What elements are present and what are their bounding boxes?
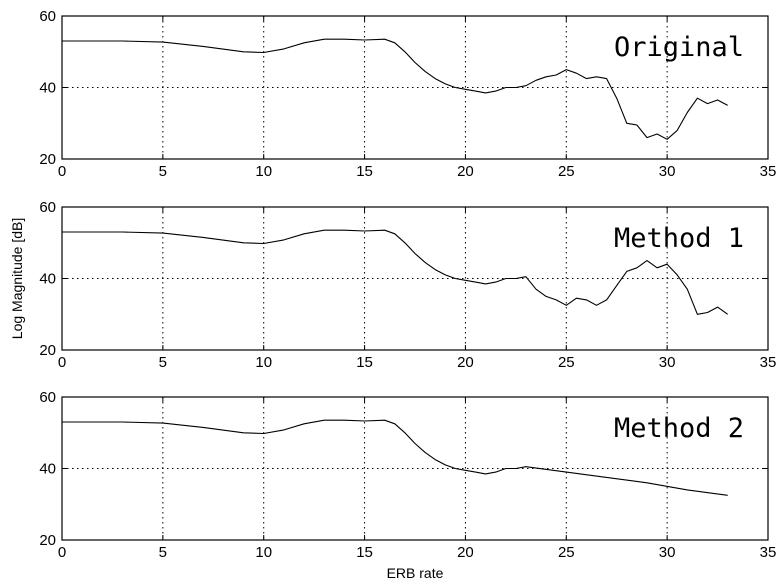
- y-tick-label: 20: [39, 532, 56, 549]
- y-tick-label: 60: [39, 8, 56, 25]
- plot-frame: [61, 15, 769, 160]
- x-tick-label: 25: [558, 163, 575, 180]
- x-tick-label: 10: [255, 163, 272, 180]
- y-tick-label: 60: [39, 199, 56, 216]
- x-tick-label: 10: [255, 544, 272, 561]
- x-tick-label: 30: [659, 163, 676, 180]
- series-line: [62, 419, 728, 496]
- x-tick-label: 20: [457, 163, 474, 180]
- y-tick-label: 20: [39, 151, 56, 168]
- x-tick-label: 25: [558, 354, 575, 371]
- series-line: [62, 38, 728, 140]
- y-tick-label: 40: [39, 271, 56, 288]
- x-tick-label: 10: [255, 354, 272, 371]
- x-tick-label: 15: [356, 544, 373, 561]
- x-tick-label: 5: [159, 163, 167, 180]
- panel-title: Method 1: [614, 223, 744, 254]
- y-tick-label: 40: [39, 461, 56, 478]
- x-tick-label: 30: [659, 544, 676, 561]
- y-tick-label: 20: [39, 342, 56, 359]
- panel-title: Method 2: [614, 413, 744, 444]
- x-tick-label: 15: [356, 163, 373, 180]
- x-axis-label: ERB rate: [387, 565, 444, 581]
- x-tick-label: 0: [58, 544, 66, 561]
- plot-frame: [61, 206, 769, 351]
- x-tick-label: 0: [58, 163, 66, 180]
- y-tick-label: 40: [39, 80, 56, 97]
- panel-2: 0 5 10 15 20 25 30 35 20 40 60 Method 1 Log Magnitud…: [9, 199, 776, 371]
- x-tick-label: 5: [159, 354, 167, 371]
- y-tick-label: 60: [39, 389, 56, 406]
- x-tick-label: 25: [558, 544, 575, 561]
- x-tick-label: 0: [58, 354, 66, 371]
- series-line: [62, 229, 729, 315]
- x-tick-label: 15: [356, 354, 373, 371]
- panel-3: 0 5 10 15 20 25 30 35 20 40 60 Method 2 ERB rate: [39, 389, 776, 581]
- x-tick-label: 35: [760, 354, 777, 371]
- x-tick-label: 30: [659, 354, 676, 371]
- x-tick-label: 35: [760, 544, 777, 561]
- x-tick-label: 20: [457, 354, 474, 371]
- x-tick-label: 20: [457, 544, 474, 561]
- panel-title: Original: [614, 32, 744, 63]
- panel-1: 0 5 10 15 20 25 30 35 20 40 60 Original: [39, 8, 776, 180]
- y-axis-label: Log Magnitude [dB]: [9, 218, 25, 339]
- plot-frame: [61, 396, 769, 541]
- x-tick-label: 35: [760, 163, 777, 180]
- x-tick-label: 5: [159, 544, 167, 561]
